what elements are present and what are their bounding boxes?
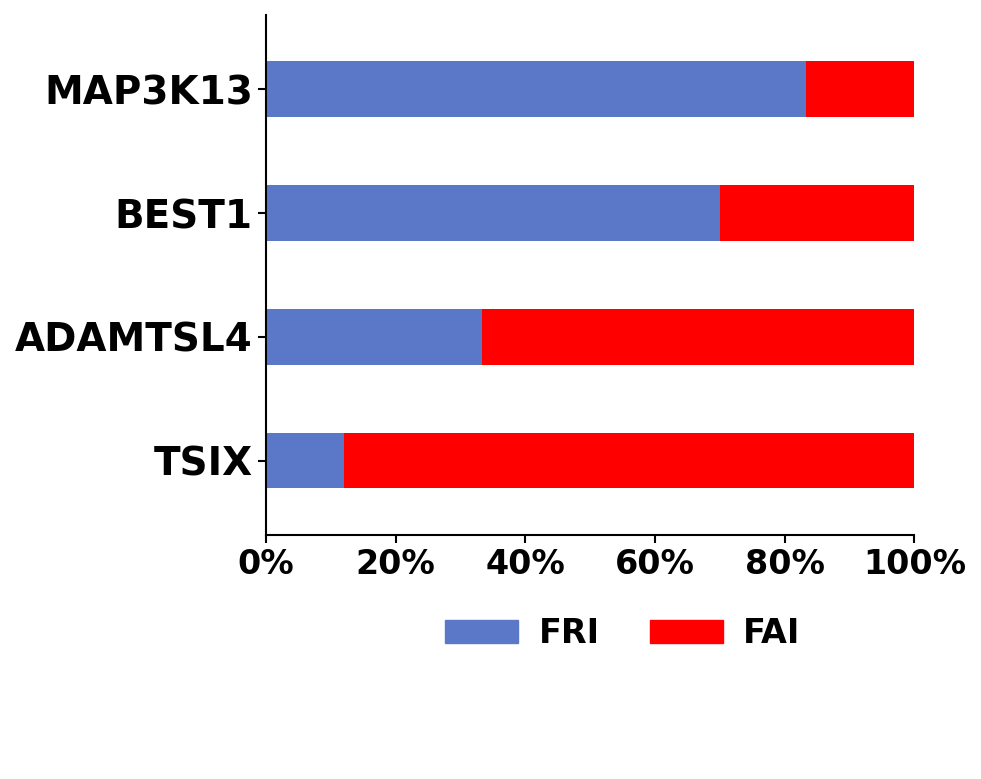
Bar — [266, 309, 482, 365]
Bar — [482, 309, 914, 365]
Bar — [343, 432, 914, 488]
Bar — [266, 432, 343, 488]
Bar — [266, 185, 720, 241]
Bar — [806, 62, 914, 117]
Legend: FRI, FAI: FRI, FAI — [432, 604, 813, 664]
Bar — [266, 62, 806, 117]
Bar — [720, 185, 914, 241]
